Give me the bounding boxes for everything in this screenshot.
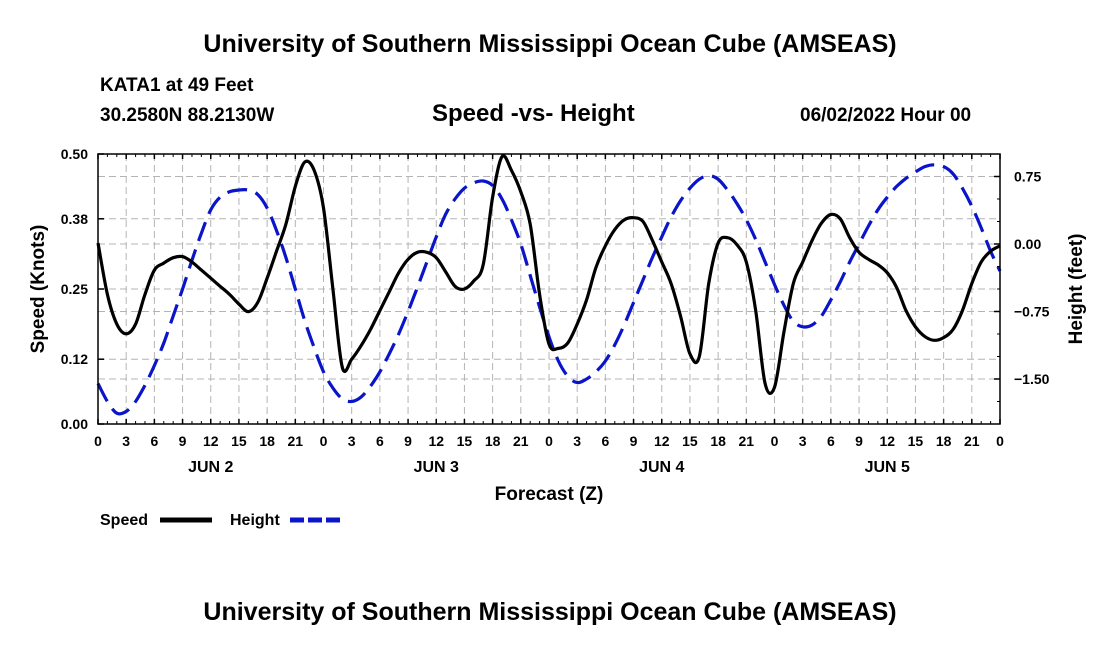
- y-axis-title: Speed (Knots): [28, 225, 49, 354]
- y-tick-label: 0.25: [61, 281, 88, 297]
- x-tick-label: 9: [855, 433, 863, 449]
- x-tick-label: 21: [964, 433, 980, 449]
- x-tick-label: 0: [545, 433, 553, 449]
- x-tick-label: 0: [320, 433, 328, 449]
- coordinates-label: 30.2580N 88.2130W: [100, 105, 275, 126]
- series-height-line: [96, 163, 1002, 416]
- x-tick-label: 15: [231, 433, 247, 449]
- station-label: KATA1 at 49 Feet: [100, 75, 254, 96]
- x-tick-label: 0: [771, 433, 779, 449]
- x-tick-label: 9: [630, 433, 638, 449]
- x-tick-label: 18: [259, 433, 275, 449]
- x-tick-label: 15: [682, 433, 698, 449]
- y2-tick-label: 0.75: [1014, 169, 1041, 185]
- x-tick-label: 0: [996, 433, 1004, 449]
- axis-ticks: 0 3 6 9 12 15 18 21 0 3 6 9 12 15 18 21 0 3 6 9 12 15 18 21 0 3 6 9…: [61, 146, 1050, 476]
- series-layer: [96, 154, 1002, 416]
- x-tick-label: 12: [428, 433, 444, 449]
- x-tick-label: 9: [404, 433, 412, 449]
- x-tick-label: 0: [94, 433, 102, 449]
- x-tick-label: 3: [573, 433, 581, 449]
- grid-lines: [98, 154, 1000, 424]
- x-tick-label: 18: [936, 433, 952, 449]
- x-tick-label: 3: [799, 433, 807, 449]
- forecast-datetime: 06/02/2022 Hour 00: [800, 105, 972, 126]
- x-tick-label: 6: [150, 433, 158, 449]
- y-tick-label: 0.38: [61, 211, 88, 227]
- legend-height-label: Height: [230, 512, 280, 529]
- x-tick-label: 18: [485, 433, 501, 449]
- y-tick-label: 0.00: [61, 416, 88, 432]
- x-tick-label: 6: [376, 433, 384, 449]
- x-tick-label: 15: [908, 433, 924, 449]
- day-label: JUN 2: [188, 459, 233, 476]
- x-tick-label: 12: [879, 433, 895, 449]
- x-tick-label: 15: [457, 433, 473, 449]
- legend-speed-label: Speed: [100, 512, 148, 529]
- x-tick-label: 3: [348, 433, 356, 449]
- x-axis-title: Forecast (Z): [495, 484, 604, 505]
- bottom-title: University of Southern Mississippi Ocean…: [203, 598, 897, 626]
- y2-tick-label: −1.50: [1014, 371, 1050, 387]
- x-tick-label: 6: [827, 433, 835, 449]
- x-tick-label: 6: [601, 433, 609, 449]
- y2-tick-label: −0.75: [1014, 304, 1050, 320]
- x-tick-label: 9: [179, 433, 187, 449]
- day-label: JUN 3: [414, 459, 459, 476]
- y2-tick-label: 0.00: [1014, 236, 1041, 252]
- legend: Speed Height: [100, 512, 342, 529]
- x-tick-label: 3: [122, 433, 130, 449]
- x-tick-label: 21: [513, 433, 529, 449]
- y-tick-label: 0.50: [61, 146, 88, 162]
- chart-subtitle: Speed -vs- Height: [432, 100, 635, 127]
- x-tick-label: 12: [203, 433, 219, 449]
- day-label: JUN 5: [865, 459, 910, 476]
- x-tick-label: 12: [654, 433, 670, 449]
- x-tick-label: 18: [710, 433, 726, 449]
- x-tick-label: 21: [288, 433, 304, 449]
- series-speed-line: [96, 154, 1001, 395]
- x-tick-label: 21: [739, 433, 755, 449]
- day-label: JUN 4: [639, 459, 684, 476]
- y-tick-label: 0.12: [61, 351, 88, 367]
- top-title: University of Southern Mississippi Ocean…: [203, 30, 897, 58]
- y2-axis-title: Height (feet): [1066, 234, 1087, 345]
